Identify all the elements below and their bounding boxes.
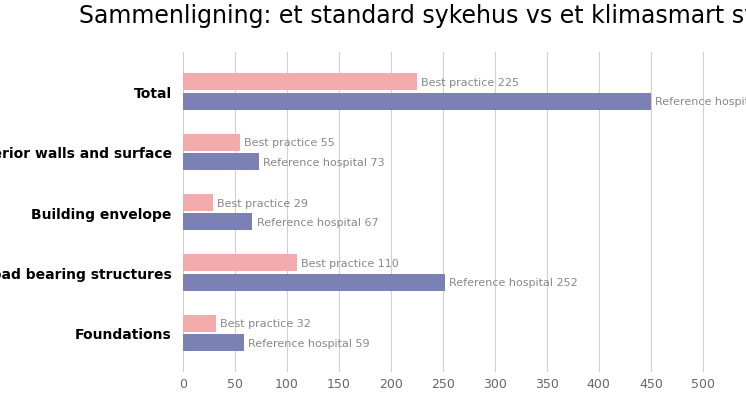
- Title: Sammenligning: et standard sykehus vs et klimasmart sykehus: Sammenligning: et standard sykehus vs et…: [79, 4, 746, 28]
- Bar: [183, 274, 445, 291]
- Text: Reference hospital 59: Reference hospital 59: [248, 338, 370, 348]
- Text: Best practice 29: Best practice 29: [217, 198, 308, 208]
- Text: Best practice 55: Best practice 55: [244, 138, 335, 148]
- Text: Reference hospital 450: Reference hospital 450: [655, 97, 746, 107]
- Bar: [183, 255, 297, 272]
- Text: Reference hospital 73: Reference hospital 73: [263, 157, 384, 167]
- Text: Reference hospital 252: Reference hospital 252: [449, 278, 578, 288]
- Bar: [183, 94, 651, 110]
- Bar: [183, 315, 216, 332]
- Text: Reference hospital 67: Reference hospital 67: [257, 217, 378, 227]
- Bar: [183, 135, 240, 151]
- Bar: [183, 154, 259, 171]
- Bar: [183, 214, 252, 231]
- Text: Best practice 225: Best practice 225: [421, 78, 519, 88]
- Bar: [183, 74, 417, 91]
- Bar: [183, 334, 244, 351]
- Text: Best practice 32: Best practice 32: [220, 319, 311, 328]
- Text: Best practice 110: Best practice 110: [301, 258, 399, 268]
- Bar: [183, 195, 213, 211]
